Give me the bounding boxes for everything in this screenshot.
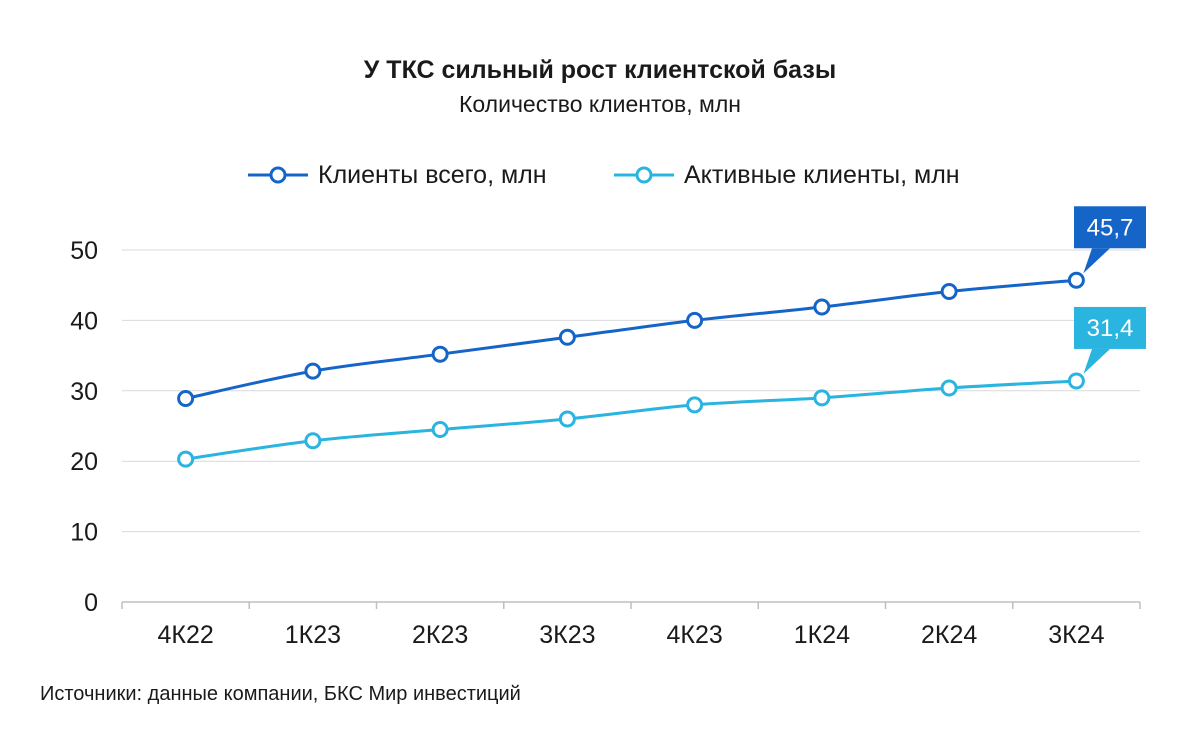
x-tick-label: 1К24 xyxy=(794,621,850,649)
chart-title: У ТКС сильный рост клиентской базы xyxy=(363,56,837,84)
x-tick-label: 3К24 xyxy=(1048,621,1104,649)
y-tick-label: 50 xyxy=(70,237,98,265)
data-point xyxy=(1067,372,1085,390)
callout-pointer xyxy=(1083,248,1110,274)
y-tick-label: 0 xyxy=(84,589,98,617)
data-point xyxy=(940,379,958,397)
data-point xyxy=(1067,271,1085,289)
y-tick-label: 10 xyxy=(70,519,98,547)
series-line xyxy=(185,278,1077,401)
data-point xyxy=(813,298,831,316)
value-callout-box xyxy=(1074,306,1146,349)
data-point xyxy=(431,421,449,439)
series-line xyxy=(185,379,1077,461)
callout-pointer xyxy=(1083,348,1110,374)
x-tick-label: 1К23 xyxy=(285,621,341,649)
value-callout-label: 45,7 xyxy=(1087,214,1134,241)
x-tick-label: 4К23 xyxy=(666,621,722,649)
legend-item-active-clients: Активные клиенты, млн xyxy=(614,160,960,190)
legend-label-active: Активные клиенты, млн xyxy=(684,160,960,189)
value-callout-box xyxy=(1074,206,1146,249)
legend-item-total-clients: Клиенты всего, млн xyxy=(248,160,547,190)
legend-marker-total-icon xyxy=(248,166,308,184)
x-tick-label: 2К23 xyxy=(412,621,468,649)
source-note: Источники: данные компании, БКС Мир инве… xyxy=(40,683,521,705)
data-point xyxy=(558,328,576,346)
data-point xyxy=(558,410,576,428)
chart-subtitle: Количество клиентов, млн xyxy=(459,91,741,117)
chart-legend: Клиенты всего, млн Активные клиенты, млн xyxy=(0,160,1200,194)
y-tick-label: 20 xyxy=(70,448,98,476)
data-point xyxy=(813,389,831,407)
x-tick-label: 3К23 xyxy=(539,621,595,649)
legend-label-total: Клиенты всего, млн xyxy=(318,160,547,189)
legend-marker-active-icon xyxy=(614,166,674,184)
data-point xyxy=(940,283,958,301)
data-point xyxy=(686,311,704,329)
value-callout-label: 31,4 xyxy=(1087,315,1134,342)
data-point xyxy=(177,450,195,468)
data-point xyxy=(431,345,449,363)
x-tick-label: 2К24 xyxy=(921,621,977,649)
y-tick-label: 30 xyxy=(70,378,98,406)
data-point xyxy=(304,362,322,380)
data-point xyxy=(304,432,322,450)
data-point xyxy=(177,390,195,408)
y-tick-label: 40 xyxy=(70,307,98,335)
x-tick-label: 4К22 xyxy=(157,621,213,649)
data-point xyxy=(686,396,704,414)
